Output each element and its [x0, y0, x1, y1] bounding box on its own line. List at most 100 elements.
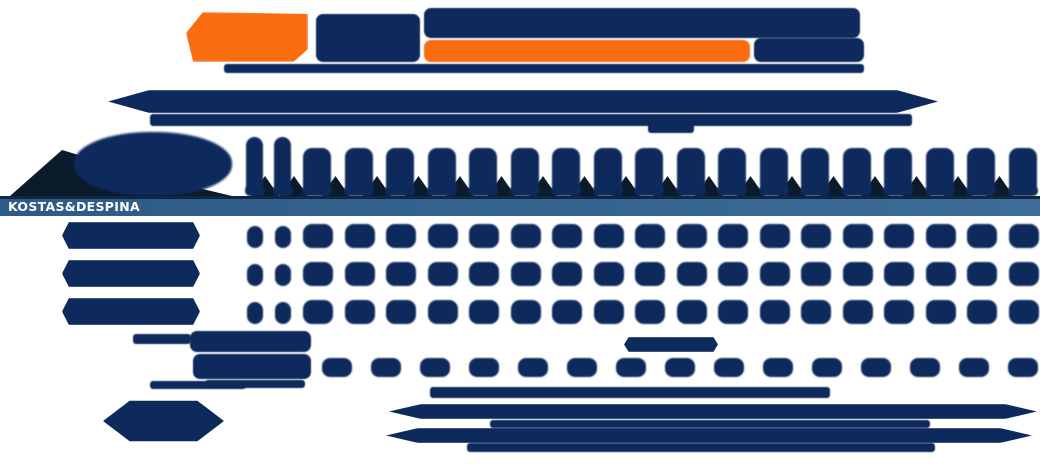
extra-row-cell-blob	[959, 358, 989, 377]
extra-row-cell-blob	[1008, 358, 1038, 377]
column-under-label-blob	[343, 185, 374, 196]
tagline-line1-blob	[108, 90, 938, 113]
timetable-cell-blob	[427, 224, 458, 248]
timetable-cell-blob	[247, 302, 263, 324]
timetable-cell-blob	[593, 300, 624, 324]
timetable-cell-blob	[759, 262, 790, 286]
footer-note-line1-blob	[430, 387, 830, 398]
timetable-cell-blob	[635, 300, 665, 324]
timetable-cell-blob	[510, 262, 541, 286]
footer-note-line2b-blob	[490, 420, 930, 428]
extra-row-cell-blob	[763, 358, 793, 377]
footer-note-line2-blob	[389, 404, 1037, 419]
timetable-cell-blob	[275, 226, 291, 248]
timetable-cell-blob	[247, 264, 263, 286]
extra-row-cell-blob	[322, 358, 352, 377]
row2-label-blob	[62, 260, 200, 287]
column-note-blob	[648, 123, 694, 133]
timetable-cell-blob	[552, 262, 582, 286]
column-header-blob	[246, 137, 263, 194]
left-logo-blob	[74, 132, 232, 196]
timetable-cell-blob	[303, 224, 333, 248]
timetable-cell-blob	[842, 300, 873, 324]
column-under-label-blob	[468, 185, 498, 196]
extra-row-cell-blob	[714, 358, 744, 377]
extra-row-cell-blob	[518, 358, 548, 377]
timetable-cell-blob	[925, 300, 956, 324]
banner-bar: KOSTAS&DESPINA	[0, 196, 1040, 216]
subrow-center-tag-blob	[624, 337, 718, 352]
subrow-bold-block-blob	[190, 331, 311, 352]
row3-label-blob	[62, 298, 200, 325]
title-word-right-blob	[754, 38, 864, 62]
timetable-cell-blob	[718, 262, 748, 286]
orange-logo-mark	[186, 12, 308, 62]
timetable-cell-blob	[1008, 262, 1039, 286]
hexagon-caption-blob	[150, 381, 246, 389]
timetable-cell-blob	[275, 302, 291, 324]
column-under-label-blob	[883, 185, 913, 196]
column-under-label-blob	[302, 185, 332, 196]
row1-label-blob	[62, 222, 200, 249]
timetable-cell-blob	[801, 300, 831, 324]
timetable-cell-blob	[386, 300, 416, 324]
timetable-cell-blob	[718, 300, 748, 324]
timetable-cell-blob	[469, 224, 499, 248]
timetable-cell-blob	[593, 224, 624, 248]
timetable-cell-blob	[510, 300, 541, 324]
title-word-left-blob	[316, 14, 420, 62]
column-under-label-blob	[592, 185, 623, 196]
timetable-cell-blob	[386, 262, 416, 286]
column-under-label-blob	[634, 185, 664, 196]
timetable-cell-blob	[552, 300, 582, 324]
timetable-cell-blob	[510, 224, 541, 248]
timetable-cell-blob	[884, 300, 914, 324]
timetable-cell-blob	[635, 224, 665, 248]
title-line-top-blob	[424, 8, 860, 38]
timetable-cell-blob	[1008, 300, 1039, 324]
timetable-cell-blob	[801, 262, 831, 286]
column-under-label-blob	[1007, 185, 1038, 196]
timetable-cell-blob	[427, 262, 458, 286]
timetable-cell-blob	[427, 300, 458, 324]
extra-row-cell-blob	[665, 358, 695, 377]
banner-bar-label: KOSTAS&DESPINA	[8, 199, 140, 215]
extra-row-cell-blob	[469, 358, 499, 377]
timetable-cell-blob	[884, 262, 914, 286]
column-under-label-blob	[675, 185, 706, 196]
extra-row-cell-blob	[910, 358, 940, 377]
column-under-label-blob	[385, 185, 415, 196]
column-under-label-blob	[758, 185, 789, 196]
timetable-cell-blob	[303, 300, 333, 324]
timetable-cell-blob	[386, 224, 416, 248]
extra-row-cell-blob	[812, 358, 842, 377]
extra-row-cell-blob	[616, 358, 646, 377]
timetable-cell-blob	[303, 262, 333, 286]
timetable-cell-blob	[925, 224, 956, 248]
timetable-cell-blob	[275, 264, 291, 286]
footer-note-line3-blob	[386, 428, 1032, 443]
column-under-label-blob	[966, 185, 996, 196]
timetable-cell-blob	[469, 300, 499, 324]
subrow-small-text-blob	[133, 334, 191, 344]
timetable-cell-blob	[676, 300, 707, 324]
extra-row-cell-blob	[371, 358, 401, 377]
column-header-blob	[274, 137, 291, 194]
timetable-cell-blob	[842, 224, 873, 248]
extra-row-cell-blob	[567, 358, 597, 377]
timetable-cell-blob	[635, 262, 665, 286]
extra-row-cell-blob	[420, 358, 450, 377]
timetable-cell-blob	[925, 262, 956, 286]
column-under-label-blob	[426, 185, 457, 196]
column-under-label-blob	[244, 185, 265, 196]
timetable-cell-blob	[842, 262, 873, 286]
timetable-cell-blob	[593, 262, 624, 286]
hexagon-logo-mark	[103, 400, 224, 442]
timetable-cell-blob	[469, 262, 499, 286]
timetable-cell-blob	[967, 300, 997, 324]
timetable-cell-blob	[676, 224, 707, 248]
timetable-cell-blob	[967, 262, 997, 286]
timetable-cell-blob	[344, 262, 375, 286]
extra-row-label-blob	[193, 354, 311, 379]
